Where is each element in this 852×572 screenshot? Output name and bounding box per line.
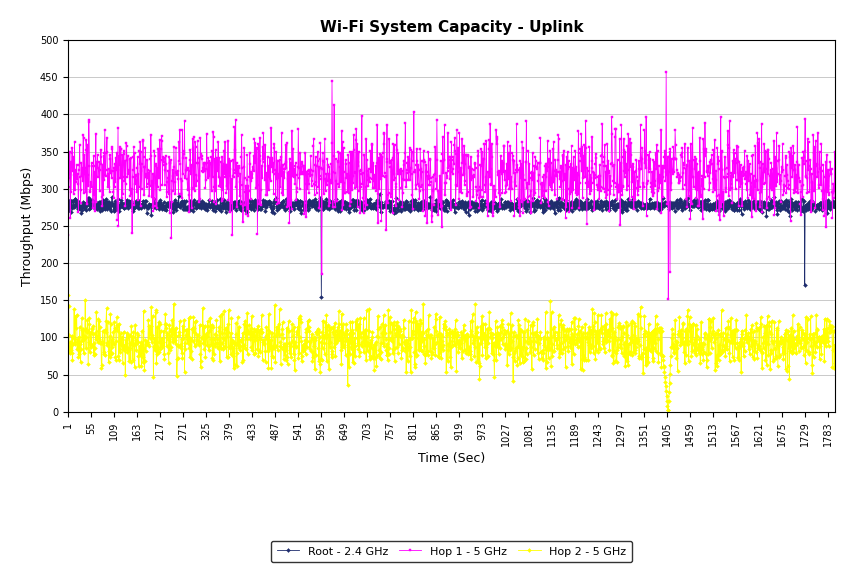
Hop 2 - 5 GHz — [63, 292, 73, 299]
Hop 1 - 5 GHz — [63, 232, 73, 239]
Line: Root - 2.4 GHz: Root - 2.4 GHz — [66, 193, 837, 298]
Hop 1 - 5 GHz — [661, 69, 671, 76]
Root - 2.4 GHz — [377, 203, 387, 210]
Hop 1 - 5 GHz — [227, 176, 237, 182]
Hop 1 - 5 GHz — [830, 188, 840, 194]
Line: Hop 2 - 5 GHz: Hop 2 - 5 GHz — [66, 293, 837, 412]
Hop 1 - 5 GHz — [380, 169, 390, 176]
Hop 1 - 5 GHz — [586, 165, 596, 172]
Root - 2.4 GHz — [316, 293, 326, 300]
Hop 2 - 5 GHz — [227, 344, 237, 351]
Hop 2 - 5 GHz — [107, 336, 118, 343]
Root - 2.4 GHz — [227, 202, 237, 209]
Line: Hop 1 - 5 GHz: Hop 1 - 5 GHz — [66, 70, 837, 300]
Root - 2.4 GHz — [381, 198, 391, 205]
Hop 1 - 5 GHz — [376, 152, 386, 159]
Root - 2.4 GHz — [375, 191, 385, 198]
Hop 2 - 5 GHz — [586, 327, 596, 333]
Y-axis label: Throughput (Mbps): Throughput (Mbps) — [21, 166, 34, 285]
Title: Wi-Fi System Capacity - Uplink: Wi-Fi System Capacity - Uplink — [320, 19, 584, 35]
Root - 2.4 GHz — [107, 194, 118, 201]
Hop 2 - 5 GHz — [663, 407, 673, 414]
Hop 1 - 5 GHz — [107, 143, 118, 150]
Hop 2 - 5 GHz — [380, 329, 390, 336]
Root - 2.4 GHz — [830, 204, 840, 210]
Hop 2 - 5 GHz — [830, 359, 840, 366]
Hop 2 - 5 GHz — [376, 348, 386, 355]
Root - 2.4 GHz — [587, 204, 597, 211]
Hop 1 - 5 GHz — [663, 295, 673, 302]
Legend: Root - 2.4 GHz, Hop 1 - 5 GHz, Hop 2 - 5 GHz: Root - 2.4 GHz, Hop 1 - 5 GHz, Hop 2 - 5… — [271, 541, 632, 562]
Hop 1 - 5 GHz — [350, 184, 360, 191]
Hop 2 - 5 GHz — [350, 352, 360, 359]
Root - 2.4 GHz — [63, 205, 73, 212]
Root - 2.4 GHz — [350, 201, 360, 208]
X-axis label: Time (Sec): Time (Sec) — [418, 452, 485, 465]
